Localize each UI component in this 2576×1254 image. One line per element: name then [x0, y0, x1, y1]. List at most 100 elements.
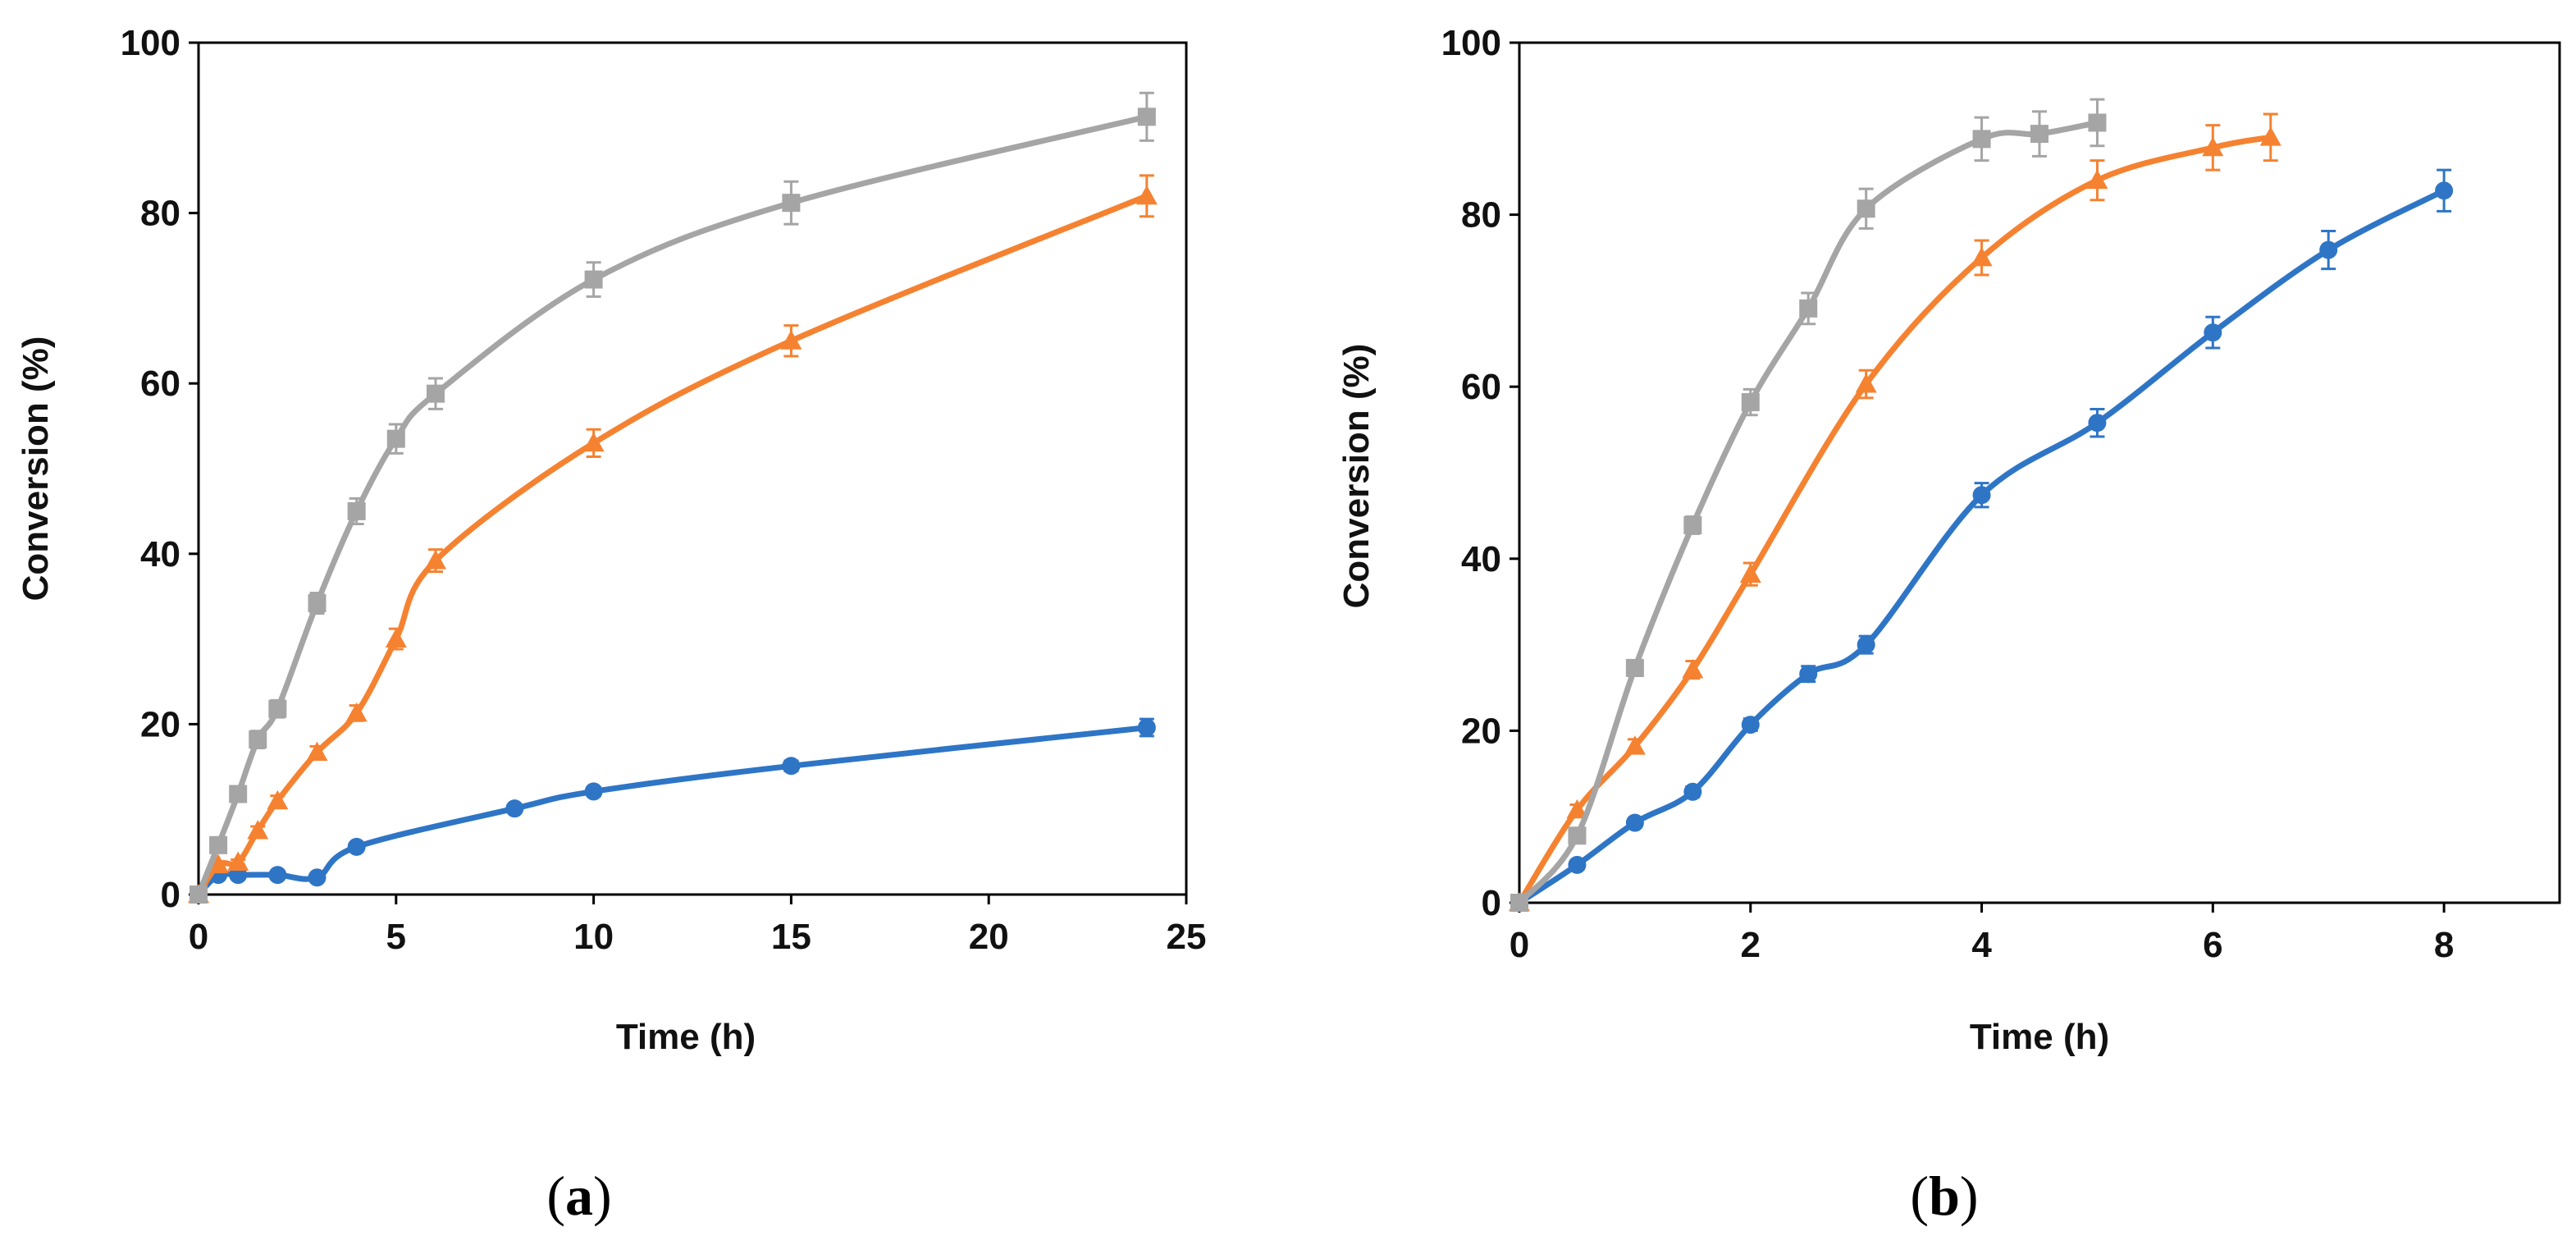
data-point-circle	[347, 837, 366, 856]
data-point-circle	[2319, 240, 2338, 259]
data-point-triangle	[208, 854, 230, 874]
data-point-square	[584, 270, 603, 289]
y-tick-label: 20	[1461, 711, 1501, 751]
x-axis-title: Time (h)	[1970, 1017, 2109, 1057]
y-tick-label: 20	[140, 704, 180, 744]
data-point-square	[1799, 299, 1818, 318]
y-tick-label: 0	[161, 875, 180, 915]
x-tick-label: 0	[189, 917, 208, 957]
data-point-triangle	[2202, 136, 2224, 157]
data-point-triangle	[2086, 169, 2108, 190]
data-point-square	[1972, 130, 1991, 149]
y-axis-title: Conversion (%)	[1336, 344, 1377, 609]
triangle-series	[1509, 112, 2281, 912]
x-tick-label: 0	[1510, 925, 1529, 965]
data-point-square	[1137, 108, 1156, 126]
data-point-square	[249, 730, 267, 749]
data-point-circle	[1137, 718, 1156, 737]
data-point-triangle	[1624, 735, 1646, 755]
data-point-square	[1741, 393, 1760, 412]
data-point-circle	[1857, 635, 1875, 654]
data-point-circle	[2435, 181, 2454, 200]
triangle-series	[188, 174, 1158, 904]
y-tick-label: 40	[140, 534, 180, 574]
data-point-triangle	[1971, 247, 1993, 267]
data-point-triangle	[1855, 373, 1877, 393]
data-point-circle	[2204, 323, 2222, 342]
data-point-circle	[782, 757, 801, 776]
y-tick-label: 60	[1461, 367, 1501, 407]
data-point-triangle	[1135, 185, 1158, 205]
square-series	[1510, 98, 2107, 912]
data-point-square	[426, 384, 445, 403]
triangle-series-line	[1516, 134, 2274, 906]
chart-panel-a: Time (h) Conversion (%) (a) 020406080100…	[16, 23, 1206, 1227]
y-tick-label: 100	[121, 23, 180, 63]
data-point-circle	[1741, 716, 1760, 735]
data-point-triangle	[2259, 126, 2281, 146]
y-tick-label: 100	[1441, 23, 1501, 63]
data-point-triangle	[1682, 658, 1704, 679]
x-tick-label: 15	[771, 917, 811, 957]
circle-series	[1510, 168, 2454, 912]
square-series	[190, 91, 1156, 904]
data-point-square	[1568, 826, 1587, 845]
data-point-square	[2088, 113, 2107, 132]
panel-caption: (b)	[1910, 1165, 1978, 1227]
circle-series-line	[1516, 187, 2447, 906]
x-tick-label: 4	[1971, 925, 1992, 965]
x-tick-label: 10	[573, 917, 614, 957]
x-tick-label: 25	[1167, 917, 1207, 957]
x-tick-label: 5	[386, 917, 406, 957]
data-point-circle	[584, 782, 603, 801]
data-point-square	[386, 429, 405, 448]
data-point-triangle	[227, 851, 249, 871]
data-point-square	[1683, 515, 1702, 534]
x-tick-label: 6	[2203, 925, 2222, 965]
data-point-square	[1857, 199, 1875, 218]
data-point-circle	[268, 866, 287, 885]
square-series-line	[195, 113, 1150, 898]
data-point-triangle	[582, 432, 605, 452]
x-tick-label: 8	[2434, 925, 2454, 965]
circle-series	[190, 717, 1156, 904]
x-axis-title: Time (h)	[616, 1017, 756, 1057]
data-point-triangle	[1566, 799, 1588, 819]
x-tick-label: 20	[969, 917, 1009, 957]
data-point-circle	[505, 799, 524, 818]
y-tick-label: 60	[140, 364, 180, 404]
data-point-square	[229, 785, 248, 803]
data-point-square	[190, 886, 208, 904]
data-point-circle	[1799, 665, 1818, 684]
y-axis-title: Conversion (%)	[16, 336, 56, 602]
data-point-square	[1510, 894, 1528, 912]
data-point-triangle	[306, 741, 328, 762]
y-tick-label: 80	[140, 194, 180, 234]
data-point-square	[308, 594, 327, 613]
data-point-triangle	[267, 789, 289, 810]
data-point-triangle	[424, 550, 446, 570]
data-point-circle	[1972, 486, 1991, 505]
y-tick-label: 0	[1482, 883, 1501, 923]
data-point-circle	[1683, 782, 1702, 801]
data-point-triangle	[385, 628, 407, 648]
data-point-square	[782, 194, 801, 213]
data-point-circle	[1568, 855, 1587, 874]
data-point-circle	[2088, 414, 2107, 432]
chart-panel-b: Time (h) Conversion (%) (b) 020406080100…	[1336, 23, 2561, 1227]
data-point-triangle	[780, 330, 802, 350]
data-point-triangle	[345, 702, 368, 722]
y-tick-label: 80	[1461, 195, 1501, 236]
data-point-square	[2030, 125, 2048, 144]
square-series-line	[1516, 120, 2100, 906]
data-point-triangle	[247, 820, 269, 840]
data-point-square	[347, 501, 366, 520]
circle-series-line	[195, 725, 1150, 898]
plot-area-frame	[1518, 41, 2561, 904]
plot-area-frame	[197, 41, 1188, 896]
data-point-square	[1625, 658, 1644, 677]
panel-caption: (a)	[546, 1165, 611, 1227]
data-point-circle	[1625, 813, 1644, 832]
y-tick-label: 40	[1461, 539, 1501, 579]
